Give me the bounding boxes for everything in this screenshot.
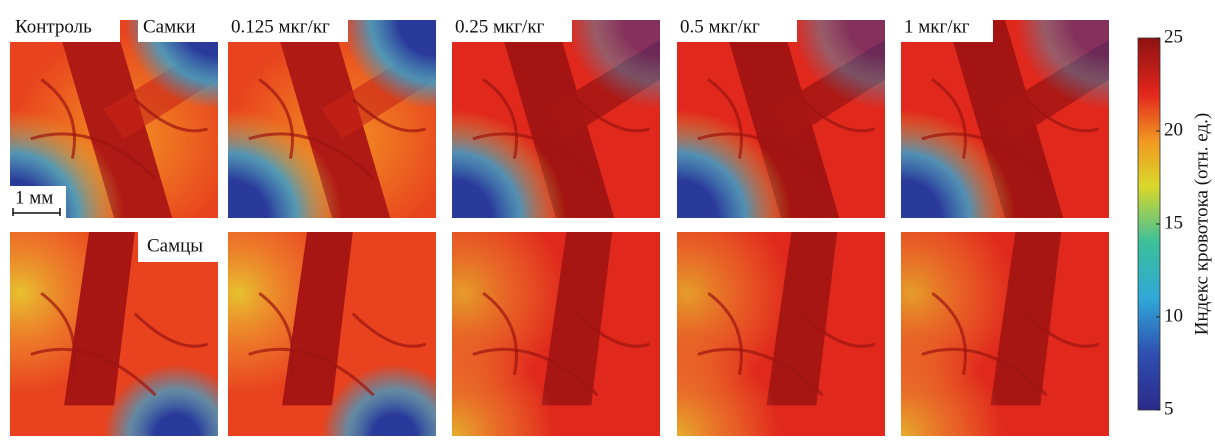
scale-bar-label: 1 мм [15,187,53,208]
row-label: Самки [143,16,196,37]
colorbar-tick-label: 5 [1164,398,1174,419]
colorbar-tick-label: 10 [1164,305,1183,326]
panels [10,20,1109,436]
low-flow [228,20,436,218]
flow-map [452,20,660,218]
column-label: 0.5 мкг/кг [680,16,760,37]
low-flow [228,232,436,436]
column-label: 0.125 мкг/кг [231,16,330,37]
flow-map [677,232,885,436]
high-flow [901,232,1109,436]
flow-map [228,232,436,436]
low-flow [901,20,1109,218]
colorbar-tick-label: 25 [1164,26,1183,47]
colorbar-tick-label: 20 [1164,119,1183,140]
flow-map [228,20,436,218]
low-flow [10,232,218,436]
column-label: 1 мкг/кг [904,16,970,37]
row-label: Самцы [147,235,203,256]
high-flow [452,232,660,436]
colorbar-label: Индекс кровотока (отн. ед.) [1191,113,1212,335]
flow-map [452,232,660,436]
column-label: Контроль [15,16,92,37]
low-flow [452,20,660,218]
high-flow [677,232,885,436]
flow-map [10,232,218,436]
flow-map [677,20,885,218]
colorbar-tick-label: 15 [1164,212,1183,233]
figure: Контроль 0.125 мкг/кг 0.25 мкг/кг 0.5 мкг/к… [0,0,1215,438]
low-flow [677,20,885,218]
flow-map [901,20,1109,218]
flow-map [901,232,1109,436]
column-label: 0.25 мкг/кг [455,16,545,37]
